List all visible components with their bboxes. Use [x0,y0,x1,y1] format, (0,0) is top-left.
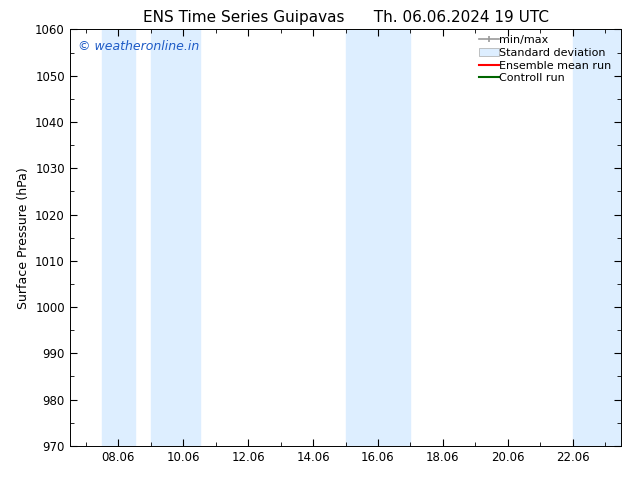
Title: ENS Time Series Guipavas      Th. 06.06.2024 19 UTC: ENS Time Series Guipavas Th. 06.06.2024 … [143,10,548,25]
Legend: min/max, Standard deviation, Ensemble mean run, Controll run: min/max, Standard deviation, Ensemble me… [476,32,619,87]
Bar [151,29,200,446]
Bar [346,29,410,446]
Y-axis label: Surface Pressure (hPa): Surface Pressure (hPa) [16,167,30,309]
Bar [102,29,134,446]
Bar [573,29,621,446]
Text: © weatheronline.in: © weatheronline.in [78,40,199,53]
